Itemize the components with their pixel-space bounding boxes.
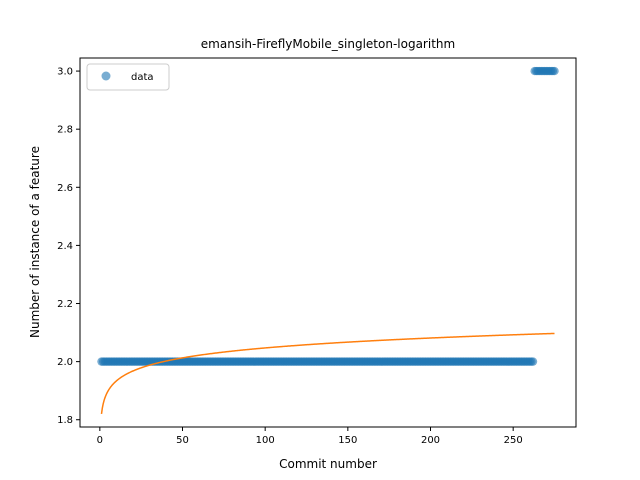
y-tick-label: 2.2	[57, 299, 73, 310]
x-axis: 0 50 100 150 200 250	[97, 427, 523, 446]
x-tick-label: 250	[504, 435, 523, 446]
x-tick-label: 0	[97, 435, 103, 446]
legend-marker-data	[101, 71, 111, 81]
y-axis: 1.8 2.0 2.2 2.4 2.6 2.8 3.0	[57, 67, 80, 426]
fit-line	[100, 332, 555, 415]
legend-box	[86, 63, 170, 91]
plot-frame	[79, 57, 577, 428]
x-tick-label: 150	[338, 435, 357, 446]
data-point	[528, 357, 538, 366]
y-tick-label: 2.8	[57, 125, 73, 136]
plot-area	[97, 66, 559, 415]
legend-label-data: data	[131, 72, 154, 83]
y-axis-label: Number of instance of a feature	[28, 146, 42, 338]
x-tick-label: 100	[256, 435, 275, 446]
y-tick-label: 2.0	[57, 357, 73, 368]
x-tick-label: 50	[176, 435, 189, 446]
y-tick-label: 2.6	[57, 183, 73, 194]
chart-title: emansih-FireflyMobile_singleton-logarith…	[201, 37, 455, 51]
legend: data	[86, 63, 170, 91]
data-point	[550, 66, 559, 76]
x-tick-label: 200	[421, 435, 440, 446]
y-tick-label: 1.8	[57, 415, 73, 426]
x-axis-label: Commit number	[279, 457, 377, 471]
y-tick-label: 2.4	[57, 241, 73, 252]
y-tick-label: 3.0	[57, 67, 73, 78]
